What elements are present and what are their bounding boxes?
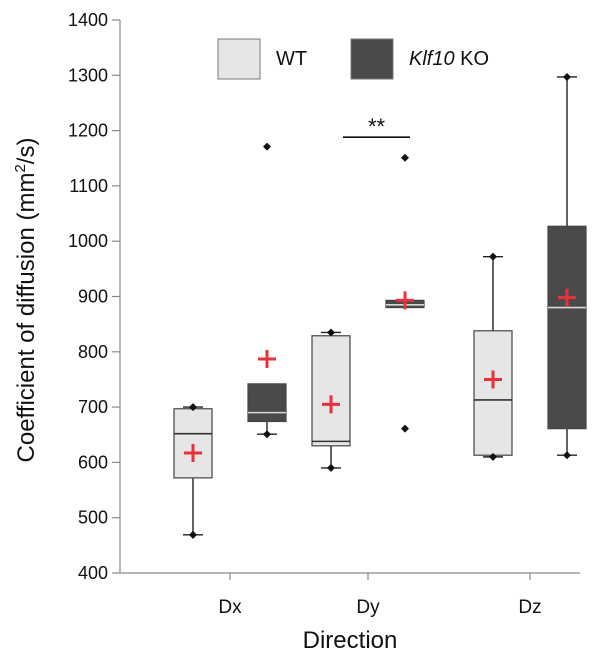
mean-marker bbox=[396, 291, 414, 310]
legend-label-plain: KO bbox=[455, 48, 489, 70]
mean-marker bbox=[484, 370, 502, 389]
y-tick-label: 1200 bbox=[68, 121, 108, 141]
y-axis-title-superscript: 2 bbox=[12, 164, 29, 172]
y-tick-label: 1400 bbox=[68, 10, 108, 30]
y-axis-title: Coefficient of diffusion (mm2/s) bbox=[12, 138, 40, 463]
box-iqr bbox=[311, 335, 351, 447]
x-axis-title: Direction bbox=[303, 627, 398, 654]
y-tick-label: 700 bbox=[78, 397, 108, 417]
outlier-point bbox=[489, 452, 497, 461]
y-tick-label: 800 bbox=[78, 342, 108, 362]
outlier-point bbox=[327, 463, 335, 472]
y-tick-label: 1300 bbox=[68, 65, 108, 85]
significance-label: ** bbox=[368, 114, 386, 139]
box-iqr bbox=[473, 330, 513, 456]
legend-swatch bbox=[217, 38, 261, 80]
legend-label: Klf10 KO bbox=[409, 48, 489, 70]
outlier-point bbox=[489, 252, 497, 261]
legend-swatch bbox=[350, 38, 394, 80]
outlier-point bbox=[563, 451, 571, 460]
box-iqr bbox=[547, 225, 587, 430]
x-tick-label: Dx bbox=[218, 597, 242, 618]
box-iqr bbox=[247, 383, 287, 423]
box-iqr bbox=[173, 408, 213, 479]
legend-label: WT bbox=[276, 48, 307, 70]
x-tick-label: Dy bbox=[356, 597, 380, 618]
y-tick-label: 500 bbox=[78, 508, 108, 528]
outlier-point bbox=[189, 530, 197, 539]
outlier-point bbox=[563, 72, 571, 81]
legend-label-italic: Klf10 bbox=[409, 48, 455, 70]
y-tick-label: 400 bbox=[78, 563, 108, 583]
y-tick-label: 1100 bbox=[69, 176, 108, 196]
mean-marker bbox=[322, 395, 340, 414]
y-tick-label: 900 bbox=[78, 287, 108, 307]
y-tick-label: 600 bbox=[78, 452, 108, 472]
mean-marker bbox=[258, 349, 276, 368]
legend-label-plain: WT bbox=[276, 48, 307, 70]
outlier-point bbox=[327, 328, 335, 337]
outlier-point bbox=[263, 430, 271, 439]
y-axis-title-main: Coefficient of diffusion (mm bbox=[13, 173, 40, 463]
outlier-point bbox=[263, 142, 271, 151]
outlier-point bbox=[401, 424, 409, 433]
y-tick-label: 1000 bbox=[68, 231, 108, 251]
mean-marker bbox=[558, 288, 576, 307]
mean-marker bbox=[184, 443, 202, 462]
outlier-point bbox=[401, 153, 409, 162]
outlier-point bbox=[189, 403, 197, 412]
y-axis-title-tail: /s) bbox=[13, 138, 40, 165]
x-tick-label: Dz bbox=[518, 597, 541, 618]
